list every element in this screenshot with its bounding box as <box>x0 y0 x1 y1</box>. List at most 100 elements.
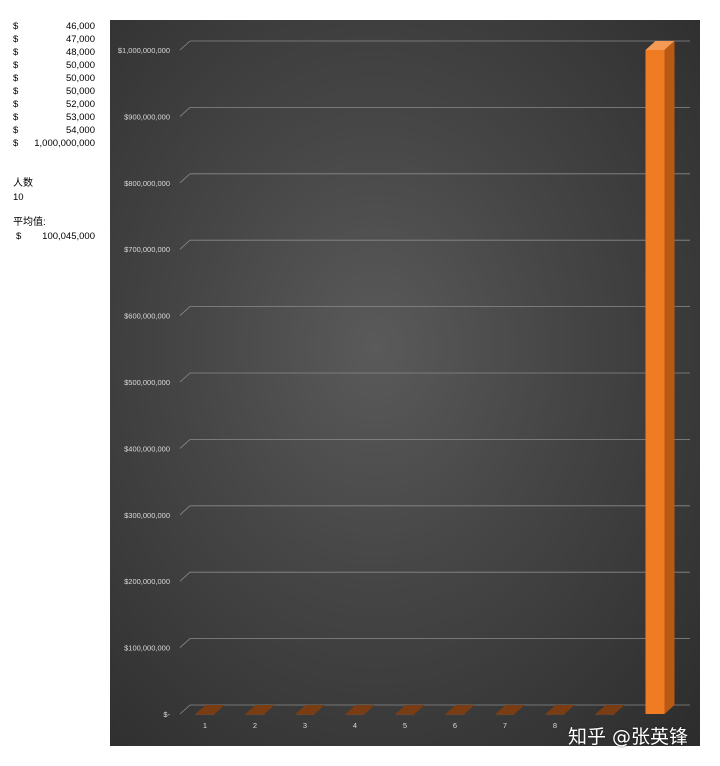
gridline-depth <box>179 439 191 449</box>
currency-symbol: $ <box>13 34 19 45</box>
x-tick-label: 4 <box>353 721 357 730</box>
x-tick-label: 8 <box>553 721 557 730</box>
salary-row: $52,000 <box>13 98 95 111</box>
salary-row: $50,000 <box>13 72 95 85</box>
x-tick-label: 7 <box>503 721 507 730</box>
y-tick-label: $600,000,000 <box>124 312 170 321</box>
currency-symbol: $ <box>13 125 19 136</box>
bar <box>195 713 215 715</box>
bar-chart: $- $100,000,000 $200,000,000 $300,000,000 $4… <box>110 20 700 746</box>
bar-top <box>445 704 475 714</box>
bar-side <box>464 704 475 714</box>
salary-amount: 48,000 <box>65 47 95 58</box>
salary-row: $53,000 <box>13 111 95 124</box>
bar <box>445 713 465 715</box>
salary-amount: 50,000 <box>65 86 95 97</box>
x-tick-label: 3 <box>303 721 307 730</box>
bar <box>245 713 265 715</box>
spreadsheet-panel: $46,000 $47,000 $48,000 $50,000 $50,000 $50,0… <box>0 0 110 766</box>
bar-side <box>364 704 375 714</box>
y-tick-label: $200,000,000 <box>124 577 170 586</box>
bar-side <box>614 704 625 714</box>
salary-amount: 47,000 <box>65 34 95 45</box>
salary-row: $46,000 <box>13 20 95 33</box>
bar <box>495 713 515 715</box>
bar-top <box>595 704 625 714</box>
y-tick-label: $1,000,000,000 <box>118 46 170 55</box>
x-tick-label: 5 <box>403 721 407 730</box>
salary-row: $54,000 <box>13 124 95 137</box>
average-row: $100,045,000 <box>13 230 95 243</box>
bar-top <box>345 704 375 714</box>
bar-side <box>314 704 325 714</box>
bar-side <box>514 704 525 714</box>
count-label: 人数 <box>13 178 33 189</box>
salary-amount: 1,000,000,000 <box>34 138 95 149</box>
bar-top <box>295 704 325 714</box>
salary-row: $1,000,000,000 <box>13 137 95 150</box>
currency-symbol: $ <box>13 112 19 123</box>
y-tick-label: $800,000,000 <box>124 179 170 188</box>
y-tick-label: $500,000,000 <box>124 378 170 387</box>
salary-row: $50,000 <box>13 85 95 98</box>
y-tick-label: $900,000,000 <box>124 112 170 121</box>
average-label: 平均值: <box>13 217 46 228</box>
bar <box>395 713 415 715</box>
watermark: 知乎 @张英锋 <box>568 726 689 748</box>
bar <box>545 713 565 715</box>
gridline-depth <box>179 372 191 383</box>
gridline-depth <box>179 306 191 316</box>
bar-side <box>214 704 225 714</box>
salary-amount: 52,000 <box>65 99 95 110</box>
currency-symbol: $ <box>13 86 19 97</box>
salary-row: $48,000 <box>13 46 95 59</box>
salary-row: $47,000 <box>13 33 95 46</box>
currency-symbol: $ <box>13 73 19 84</box>
bar-side <box>414 704 425 714</box>
currency-symbol: $ <box>16 231 22 242</box>
gridline-depth <box>179 239 191 250</box>
bar-side <box>264 704 275 714</box>
x-tick-label: 6 <box>453 721 457 730</box>
salary-amount: 46,000 <box>65 21 95 32</box>
average-value: 100,045,000 <box>42 231 95 242</box>
currency-symbol: $ <box>13 99 19 110</box>
bar-top <box>245 704 275 714</box>
y-tick-label: $100,000,000 <box>124 644 170 653</box>
count-value: 10 <box>13 192 24 203</box>
gridline-depth <box>179 173 191 184</box>
gridline-depth <box>179 638 191 648</box>
salary-amount: 54,000 <box>65 125 95 136</box>
salary-amount: 53,000 <box>65 112 95 123</box>
y-tick-label: $400,000,000 <box>124 444 170 453</box>
bar-top <box>545 704 575 714</box>
x-tick-label: 1 <box>203 721 207 730</box>
bar <box>295 713 315 715</box>
currency-symbol: $ <box>13 21 19 32</box>
y-tick-label: $700,000,000 <box>124 245 170 254</box>
bar <box>645 50 665 714</box>
currency-symbol: $ <box>13 138 19 149</box>
bar <box>595 713 615 715</box>
gridline-depth <box>179 505 191 516</box>
gridline-depth <box>179 704 191 715</box>
bar-side <box>664 41 675 714</box>
salary-row: $50,000 <box>13 59 95 72</box>
bar-top <box>495 704 525 714</box>
currency-symbol: $ <box>13 47 19 58</box>
chart-svg: $- $100,000,000 $200,000,000 $300,000,000 $4… <box>118 40 690 730</box>
salary-amount: 50,000 <box>65 73 95 84</box>
bar <box>345 713 365 715</box>
currency-symbol: $ <box>13 60 19 71</box>
bar-side <box>564 704 575 714</box>
x-tick-label: 2 <box>253 721 257 730</box>
salary-amount: 50,000 <box>65 60 95 71</box>
bar-top <box>645 41 675 50</box>
bar-top <box>195 704 225 714</box>
y-tick-label: $- <box>163 710 170 719</box>
gridline-depth <box>179 40 191 51</box>
y-tick-label: $300,000,000 <box>124 511 170 520</box>
bar-top <box>395 704 425 714</box>
gridline-depth <box>179 571 191 582</box>
gridline-depth <box>179 107 191 117</box>
